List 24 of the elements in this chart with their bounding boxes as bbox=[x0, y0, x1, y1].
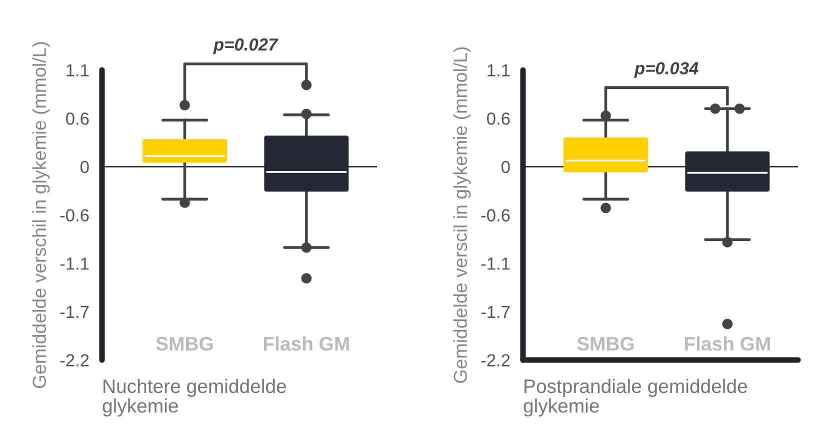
y-tick-label: -0.6 bbox=[481, 209, 510, 222]
y-tick-label: 0.6 bbox=[66, 112, 89, 125]
x-axis-title: Postprandiale gemiddelde glykemie bbox=[524, 378, 747, 417]
x-tick-label: Flash GM bbox=[684, 336, 770, 351]
y-tick-label: -0.6 bbox=[60, 209, 89, 222]
y-tick-label: -1.7 bbox=[481, 306, 510, 318]
y-tick-label: -2.2 bbox=[60, 354, 89, 366]
y-tick-label: 0 bbox=[80, 160, 89, 174]
y-tick-label: -2.2 bbox=[481, 354, 510, 366]
x-axis-title: Nuchtere gemiddelde glykemie bbox=[102, 378, 286, 417]
y-tick-label: 0 bbox=[502, 160, 510, 174]
y-tick-label: 1.1 bbox=[488, 64, 510, 76]
y-tick-label: 1.1 bbox=[66, 64, 89, 76]
y-tick-label: 0.6 bbox=[487, 112, 510, 125]
y-tick-label: -1.7 bbox=[60, 306, 89, 318]
x-tick-label: SMBG bbox=[577, 336, 634, 351]
x-tick-label: SMBG bbox=[156, 336, 213, 351]
annotation: p=0.034 bbox=[634, 62, 698, 78]
y-axis-title: Gemiddelde verschil in glykemie (mmol/L) bbox=[32, 42, 50, 388]
y-axis-title: Gemiddelde verscil in glykemie (mmol/L) bbox=[453, 47, 471, 383]
y-tick-label: -1.1 bbox=[481, 258, 510, 270]
x-tick-label: Flash GM bbox=[264, 336, 349, 351]
text: p=0.027 bbox=[213, 38, 278, 54]
y-tick-label: -1.1 bbox=[60, 258, 89, 270]
